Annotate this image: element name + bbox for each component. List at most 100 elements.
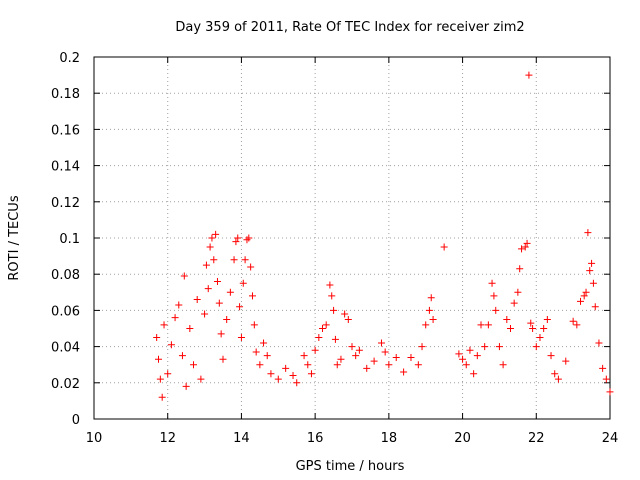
data-points <box>153 71 614 401</box>
data-point <box>232 238 240 246</box>
data-point <box>495 343 503 351</box>
data-point <box>202 261 210 269</box>
data-point <box>236 303 244 311</box>
x-tick-label: 12 <box>159 431 176 446</box>
data-point <box>341 310 349 318</box>
data-point <box>156 375 164 383</box>
y-tick-label: 0.14 <box>51 160 80 175</box>
data-point <box>252 348 260 356</box>
data-point <box>263 352 271 360</box>
data-point <box>440 243 448 251</box>
data-point <box>352 352 360 360</box>
data-point <box>293 379 301 387</box>
data-point <box>245 234 253 242</box>
data-point <box>363 364 371 372</box>
data-point <box>319 325 327 332</box>
data-point <box>455 350 463 358</box>
data-point <box>569 317 577 325</box>
data-point <box>256 361 264 369</box>
data-point <box>392 353 400 361</box>
data-point <box>206 243 214 251</box>
data-point <box>190 361 198 369</box>
y-axis-label: ROTI / TECUs <box>7 195 22 280</box>
data-point <box>155 355 162 363</box>
data-point <box>160 321 168 329</box>
data-point <box>503 315 511 323</box>
data-point <box>466 346 474 354</box>
data-point <box>595 339 603 347</box>
y-tick-label: 0.16 <box>51 123 80 138</box>
data-point <box>304 361 312 369</box>
data-point <box>208 234 216 242</box>
data-point <box>311 346 319 354</box>
x-tick-label: 22 <box>528 431 545 446</box>
data-point <box>554 375 562 383</box>
data-point <box>551 370 559 378</box>
data-point <box>532 343 540 351</box>
y-tick-label: 0.18 <box>51 87 80 102</box>
data-point <box>355 346 363 354</box>
grid <box>94 57 610 419</box>
data-point <box>164 370 172 378</box>
data-point <box>477 321 485 329</box>
data-point <box>527 319 535 327</box>
data-point <box>370 357 378 365</box>
data-point <box>239 279 247 287</box>
y-tick-label: 0.02 <box>51 377 80 392</box>
data-point <box>204 285 212 293</box>
data-point <box>540 325 548 332</box>
data-point <box>602 375 610 383</box>
y-tick-label: 0.06 <box>51 304 80 319</box>
data-point <box>300 352 308 360</box>
data-point <box>267 370 275 378</box>
data-point <box>322 321 330 329</box>
data-point <box>584 229 592 237</box>
y-tick-label: 0.2 <box>59 51 80 66</box>
data-point <box>429 315 437 323</box>
chart-title: Day 359 of 2011, Rate Of TEC Index for r… <box>175 20 524 35</box>
data-point <box>248 292 256 300</box>
x-axis-label: GPS time / hours <box>296 459 405 474</box>
data-point <box>348 343 356 351</box>
data-point <box>459 355 467 363</box>
data-point <box>591 303 599 311</box>
data-point <box>577 297 585 305</box>
x-tick-label: 10 <box>86 431 103 446</box>
data-point <box>213 277 221 285</box>
data-point <box>333 361 341 369</box>
data-point <box>525 71 533 79</box>
data-point <box>234 234 242 242</box>
data-point <box>201 310 209 318</box>
data-point <box>326 281 334 289</box>
data-point <box>547 352 555 360</box>
x-tick-label: 14 <box>233 431 250 446</box>
data-point <box>230 256 238 264</box>
data-point <box>481 343 489 351</box>
data-point <box>330 306 338 314</box>
data-point <box>328 292 336 300</box>
data-point <box>381 348 389 356</box>
data-point <box>589 279 597 287</box>
data-point <box>400 368 408 376</box>
data-point <box>385 361 393 369</box>
data-point <box>186 325 194 332</box>
y-tick-label: 0 <box>72 413 80 428</box>
plot-frame <box>93 56 611 420</box>
x-tick-label: 18 <box>381 431 398 446</box>
data-point <box>427 294 435 302</box>
data-point <box>289 372 297 380</box>
data-point <box>488 279 496 287</box>
data-point <box>167 341 175 349</box>
data-point <box>274 375 282 383</box>
data-point <box>492 306 500 314</box>
data-point <box>377 339 385 347</box>
y-tick-label: 0.12 <box>51 196 80 211</box>
data-point <box>153 334 161 342</box>
data-point <box>588 259 596 267</box>
data-point <box>407 353 415 361</box>
data-point <box>282 364 290 372</box>
data-point <box>514 288 522 296</box>
data-point <box>241 256 249 264</box>
data-point <box>217 330 225 338</box>
data-point <box>243 236 251 244</box>
